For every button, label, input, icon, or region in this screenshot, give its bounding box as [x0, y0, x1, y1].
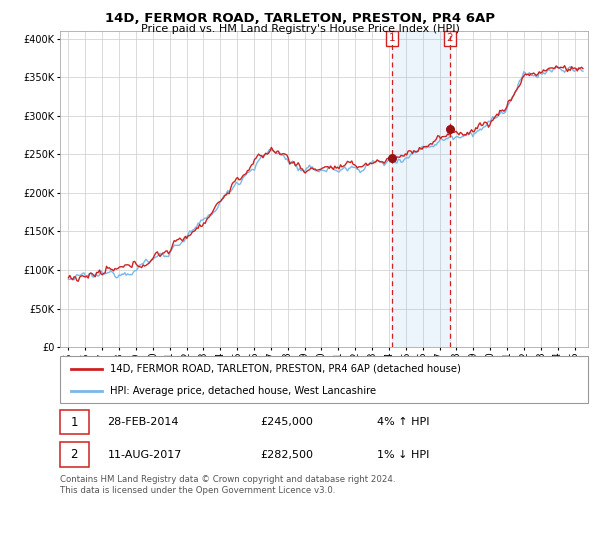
FancyBboxPatch shape: [60, 442, 89, 467]
Text: 1% ↓ HPI: 1% ↓ HPI: [377, 450, 429, 460]
Text: 28-FEB-2014: 28-FEB-2014: [107, 417, 179, 427]
FancyBboxPatch shape: [60, 410, 89, 435]
Text: Price paid vs. HM Land Registry's House Price Index (HPI): Price paid vs. HM Land Registry's House …: [140, 24, 460, 34]
Text: 14D, FERMOR ROAD, TARLETON, PRESTON, PR4 6AP (detached house): 14D, FERMOR ROAD, TARLETON, PRESTON, PR4…: [110, 364, 461, 374]
Bar: [392, 31, 450, 347]
Text: Contains HM Land Registry data © Crown copyright and database right 2024.
This d: Contains HM Land Registry data © Crown c…: [60, 475, 395, 495]
Text: 1: 1: [389, 34, 395, 43]
Text: HPI: Average price, detached house, West Lancashire: HPI: Average price, detached house, West…: [110, 386, 376, 396]
Text: 14D, FERMOR ROAD, TARLETON, PRESTON, PR4 6AP: 14D, FERMOR ROAD, TARLETON, PRESTON, PR4…: [105, 12, 495, 25]
Text: 2: 2: [71, 448, 78, 461]
Text: 1: 1: [71, 416, 78, 429]
Text: £245,000: £245,000: [260, 417, 314, 427]
Text: 4% ↑ HPI: 4% ↑ HPI: [377, 417, 430, 427]
Text: 11-AUG-2017: 11-AUG-2017: [107, 450, 182, 460]
Text: £282,500: £282,500: [260, 450, 314, 460]
FancyBboxPatch shape: [60, 356, 588, 403]
Text: 2: 2: [446, 34, 454, 43]
